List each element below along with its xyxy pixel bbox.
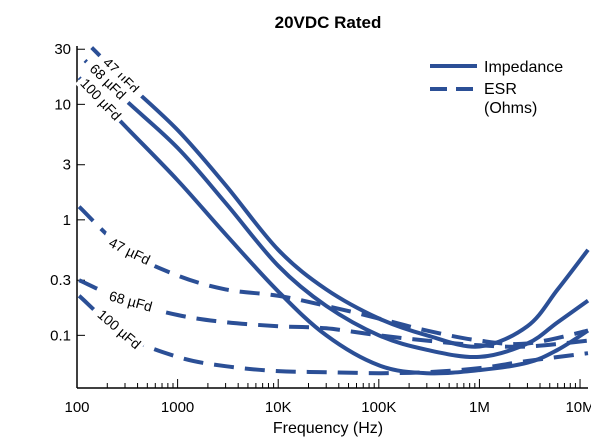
curve-label-bg bbox=[75, 71, 129, 126]
curve-label-bg bbox=[100, 229, 161, 271]
curve-label-group: 47 µFd bbox=[100, 229, 161, 271]
y-tick-label: 10 bbox=[54, 96, 71, 113]
y-tick-label: 30 bbox=[54, 41, 71, 58]
x-tick-label: 1M bbox=[469, 399, 490, 416]
legend: Impedance ESR (Ohms) bbox=[430, 59, 563, 117]
x-tick-label: 100 bbox=[64, 399, 89, 416]
curve-label: 100 µFd bbox=[95, 306, 145, 352]
x-axis-title: Frequency (Hz) bbox=[273, 420, 383, 437]
y-tick-label: 0.1 bbox=[50, 327, 71, 344]
legend-impedance-label: Impedance bbox=[484, 59, 563, 76]
y-tick-label: 1 bbox=[63, 212, 71, 229]
x-tick-label: 1000 bbox=[161, 399, 194, 416]
y-tick-label: 0.3 bbox=[50, 272, 71, 289]
curve-label: 47 µFd bbox=[106, 234, 152, 268]
esr-100uf-curve bbox=[77, 294, 589, 376]
axes: 100 1000 10K 100K 1M 10M 30 10 3 1 0.3 0.1 bbox=[50, 41, 591, 416]
legend-esr-label-line: ESR bbox=[484, 81, 517, 98]
curve-label-bg bbox=[81, 54, 136, 108]
curve-label-bg bbox=[94, 47, 149, 102]
esr-47uf-curve bbox=[77, 205, 589, 347]
series-layer bbox=[77, 46, 590, 376]
curve-label-bg bbox=[100, 283, 162, 317]
legend-esr-label: ESR (Ohms) bbox=[484, 81, 537, 117]
chart-title: 20VDC Rated bbox=[275, 13, 382, 32]
impedance-47uf-curve bbox=[90, 46, 590, 349]
x-tick-label: 10M bbox=[565, 399, 591, 416]
y-tick-label: 3 bbox=[63, 157, 71, 174]
x-tick-label: 10K bbox=[265, 399, 292, 416]
legend-esr-label-line: (Ohms) bbox=[484, 100, 537, 117]
curve-label-bg bbox=[92, 302, 148, 355]
x-tick-label: 100K bbox=[361, 399, 396, 416]
esr-68uf-curve bbox=[78, 278, 589, 349]
